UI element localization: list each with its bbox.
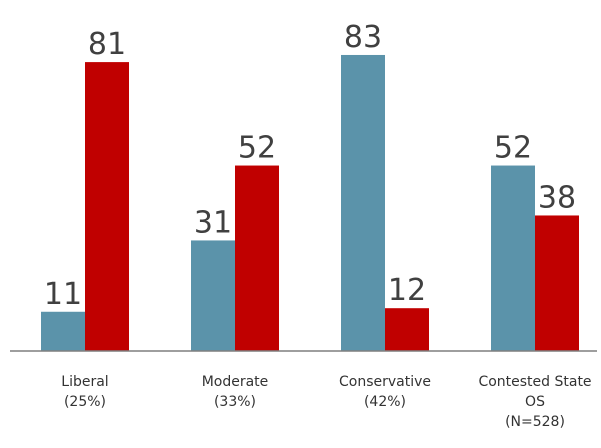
value-labels-group: 11 31 83 52 81 52 12 38 <box>44 20 576 312</box>
bar-series1-cat2 <box>191 240 235 351</box>
bar-series2-cat1 <box>85 62 129 351</box>
category-label-1: Liberal (25%) <box>61 374 108 410</box>
value-label-series1-cat1: 11 <box>44 277 82 312</box>
category-label-2-line-2: (33%) <box>214 394 256 410</box>
bar-series2-cat3 <box>385 308 429 351</box>
bar-series1-cat1 <box>41 311 85 351</box>
value-label-series2-cat2: 52 <box>238 131 276 166</box>
category-label-3: Conservative (42%) <box>339 374 431 410</box>
category-label-4-line-2: OS <box>525 394 545 410</box>
value-label-series1-cat2: 31 <box>194 205 232 240</box>
value-label-series2-cat4: 38 <box>538 180 576 215</box>
category-label-4-line-1: Contested State <box>478 374 591 390</box>
category-label-4-line-3: (N=528) <box>505 414 565 430</box>
category-label-3-line-2: (42%) <box>364 394 406 410</box>
bar-series2-cat2 <box>235 165 279 351</box>
category-label-2-line-1: Moderate <box>202 374 269 390</box>
category-labels-group: Liberal (25%) Moderate (33%) Conservative (42… <box>61 374 591 430</box>
value-label-series2-cat1: 81 <box>88 27 126 62</box>
bar-series2-cat4 <box>535 215 579 351</box>
value-label-series1-cat3: 83 <box>344 20 382 55</box>
bars-group <box>41 54 579 351</box>
category-label-3-line-1: Conservative <box>339 374 431 390</box>
category-label-2: Moderate (33%) <box>202 374 269 410</box>
bar-series1-cat4 <box>491 165 535 351</box>
category-label-1-line-1: Liberal <box>61 374 108 390</box>
category-label-1-line-2: (25%) <box>64 394 106 410</box>
bar-series1-cat3 <box>341 54 385 351</box>
value-label-series2-cat3: 12 <box>388 273 426 308</box>
category-label-4: Contested State OS (N=528) <box>478 374 591 430</box>
value-label-series1-cat4: 52 <box>494 131 532 166</box>
